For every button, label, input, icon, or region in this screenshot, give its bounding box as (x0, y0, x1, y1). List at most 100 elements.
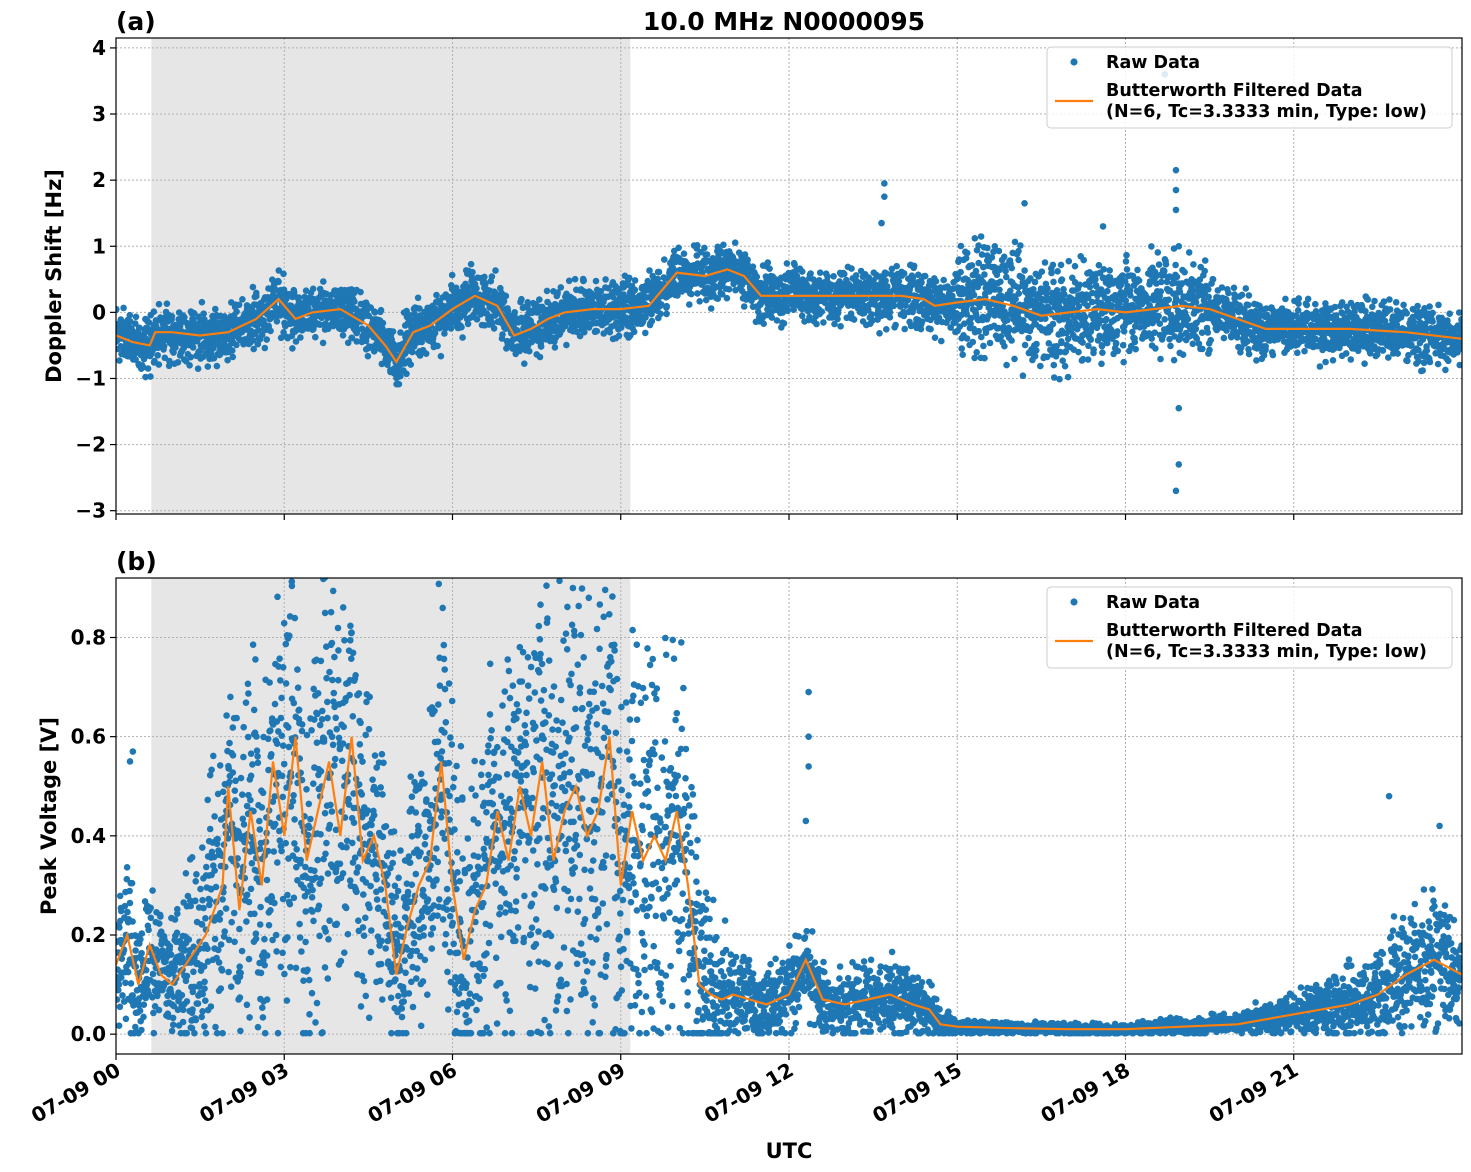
raw-data-point (749, 263, 757, 271)
raw-data-point (818, 308, 826, 316)
raw-data-point (1170, 356, 1178, 364)
raw-data-point (580, 277, 587, 284)
raw-data-point (168, 313, 176, 320)
raw-data-point (416, 305, 423, 312)
raw-data-point (1157, 288, 1165, 295)
raw-data-point (1230, 284, 1238, 292)
raw-data-point (663, 302, 670, 310)
panel-label-a: (a) (116, 7, 156, 36)
raw-data-point (740, 303, 748, 310)
raw-data-point (142, 373, 149, 381)
raw-data-point (467, 260, 475, 268)
raw-data-point (830, 273, 837, 280)
raw-data-point (297, 334, 304, 341)
raw-data-point (319, 339, 327, 347)
raw-data-point (996, 286, 1003, 294)
raw-data-point (1205, 293, 1212, 301)
raw-data-point (1379, 347, 1387, 354)
raw-data-point (1316, 363, 1324, 370)
raw-data-point (1173, 273, 1181, 281)
raw-data-point (187, 353, 194, 361)
raw-data-point (524, 299, 531, 306)
raw-data-point (1104, 287, 1111, 295)
raw-data-point (1225, 289, 1232, 297)
raw-data-point (852, 272, 860, 279)
raw-data-point (210, 344, 217, 352)
raw-data-point (1120, 358, 1127, 366)
raw-data-point (1156, 320, 1164, 328)
raw-data-point (504, 307, 512, 315)
raw-data-point (116, 357, 123, 364)
raw-data-point (261, 344, 269, 352)
raw-data-point (1245, 301, 1252, 309)
raw-data-point (523, 332, 530, 340)
raw-data-point (720, 241, 727, 249)
raw-data-point (499, 331, 506, 338)
raw-data-point (166, 357, 173, 365)
raw-data-point (1123, 266, 1131, 273)
raw-data-point (155, 300, 163, 308)
raw-data-point (723, 294, 731, 302)
raw-data-point (178, 318, 185, 326)
raw-data-point (764, 259, 772, 266)
raw-data-point (389, 328, 397, 335)
raw-data-point (344, 339, 352, 347)
raw-data-point (592, 277, 600, 285)
raw-data-point (1011, 238, 1019, 246)
raw-data-point (997, 333, 1005, 340)
raw-data-point (395, 380, 403, 388)
raw-data-point (397, 329, 404, 336)
raw-data-point (1082, 321, 1090, 328)
raw-data-point (1001, 342, 1008, 350)
raw-data-point (1050, 278, 1057, 286)
raw-data-point (186, 362, 193, 369)
raw-data-point (663, 310, 670, 318)
raw-data-point (481, 273, 488, 281)
raw-data-point (364, 352, 372, 360)
raw-data-point (1007, 287, 1014, 295)
raw-data-point (500, 297, 508, 305)
raw-data-point (320, 278, 327, 285)
raw-data-point (491, 289, 499, 296)
raw-data-point (1205, 286, 1212, 293)
raw-data-point (473, 285, 480, 292)
raw-data-point (224, 356, 231, 364)
raw-data-point (447, 325, 455, 332)
raw-data-point (250, 345, 257, 353)
raw-data-point (152, 322, 160, 330)
raw-data-point (1162, 261, 1170, 268)
raw-data-point (488, 273, 496, 280)
raw-data-point (657, 310, 664, 318)
raw-data-point (1185, 249, 1193, 256)
raw-data-point (482, 280, 489, 287)
raw-data-point (1025, 334, 1032, 342)
raw-data-point (1123, 251, 1130, 259)
raw-data-point (850, 316, 858, 323)
raw-data-point (1087, 328, 1095, 335)
raw-data-point (181, 314, 188, 321)
raw-data-point (1294, 307, 1302, 314)
raw-data-point (489, 319, 496, 327)
raw-data-point (1201, 257, 1209, 264)
raw-data-point (606, 328, 614, 336)
raw-data-point (357, 288, 364, 296)
raw-data-point (834, 315, 841, 323)
raw-data-point (1119, 272, 1126, 279)
raw-data-point (1049, 261, 1057, 269)
raw-data-point (630, 328, 638, 336)
raw-data-point (379, 319, 387, 327)
raw-data-point (536, 296, 543, 303)
raw-data-point (701, 244, 708, 252)
raw-data-point (252, 292, 260, 300)
raw-data-point (631, 286, 639, 294)
raw-data-point (696, 298, 703, 305)
raw-data-point (1294, 349, 1301, 357)
raw-data-point (984, 244, 991, 252)
raw-data-point (661, 256, 668, 263)
raw-data-point (351, 298, 358, 305)
raw-data-point (233, 308, 240, 316)
raw-data-point (1301, 347, 1308, 355)
raw-data-point (963, 335, 971, 342)
raw-data-point (551, 344, 559, 351)
raw-data-point (198, 298, 206, 306)
